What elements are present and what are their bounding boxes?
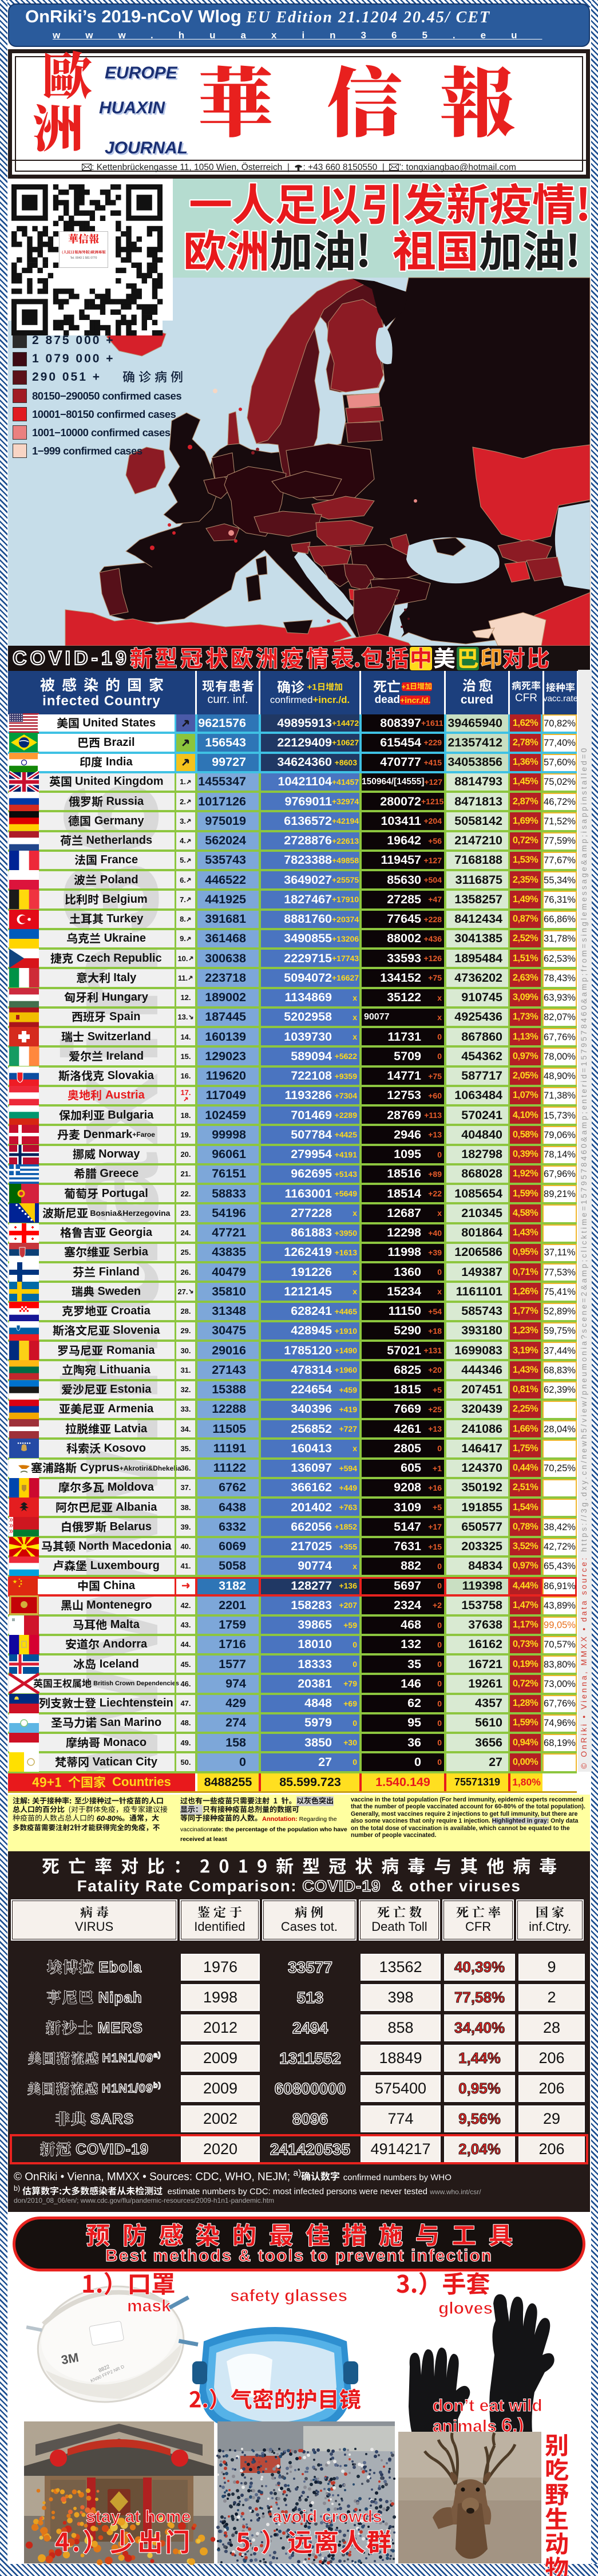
svg-text:3M: 3M	[60, 2350, 80, 2367]
